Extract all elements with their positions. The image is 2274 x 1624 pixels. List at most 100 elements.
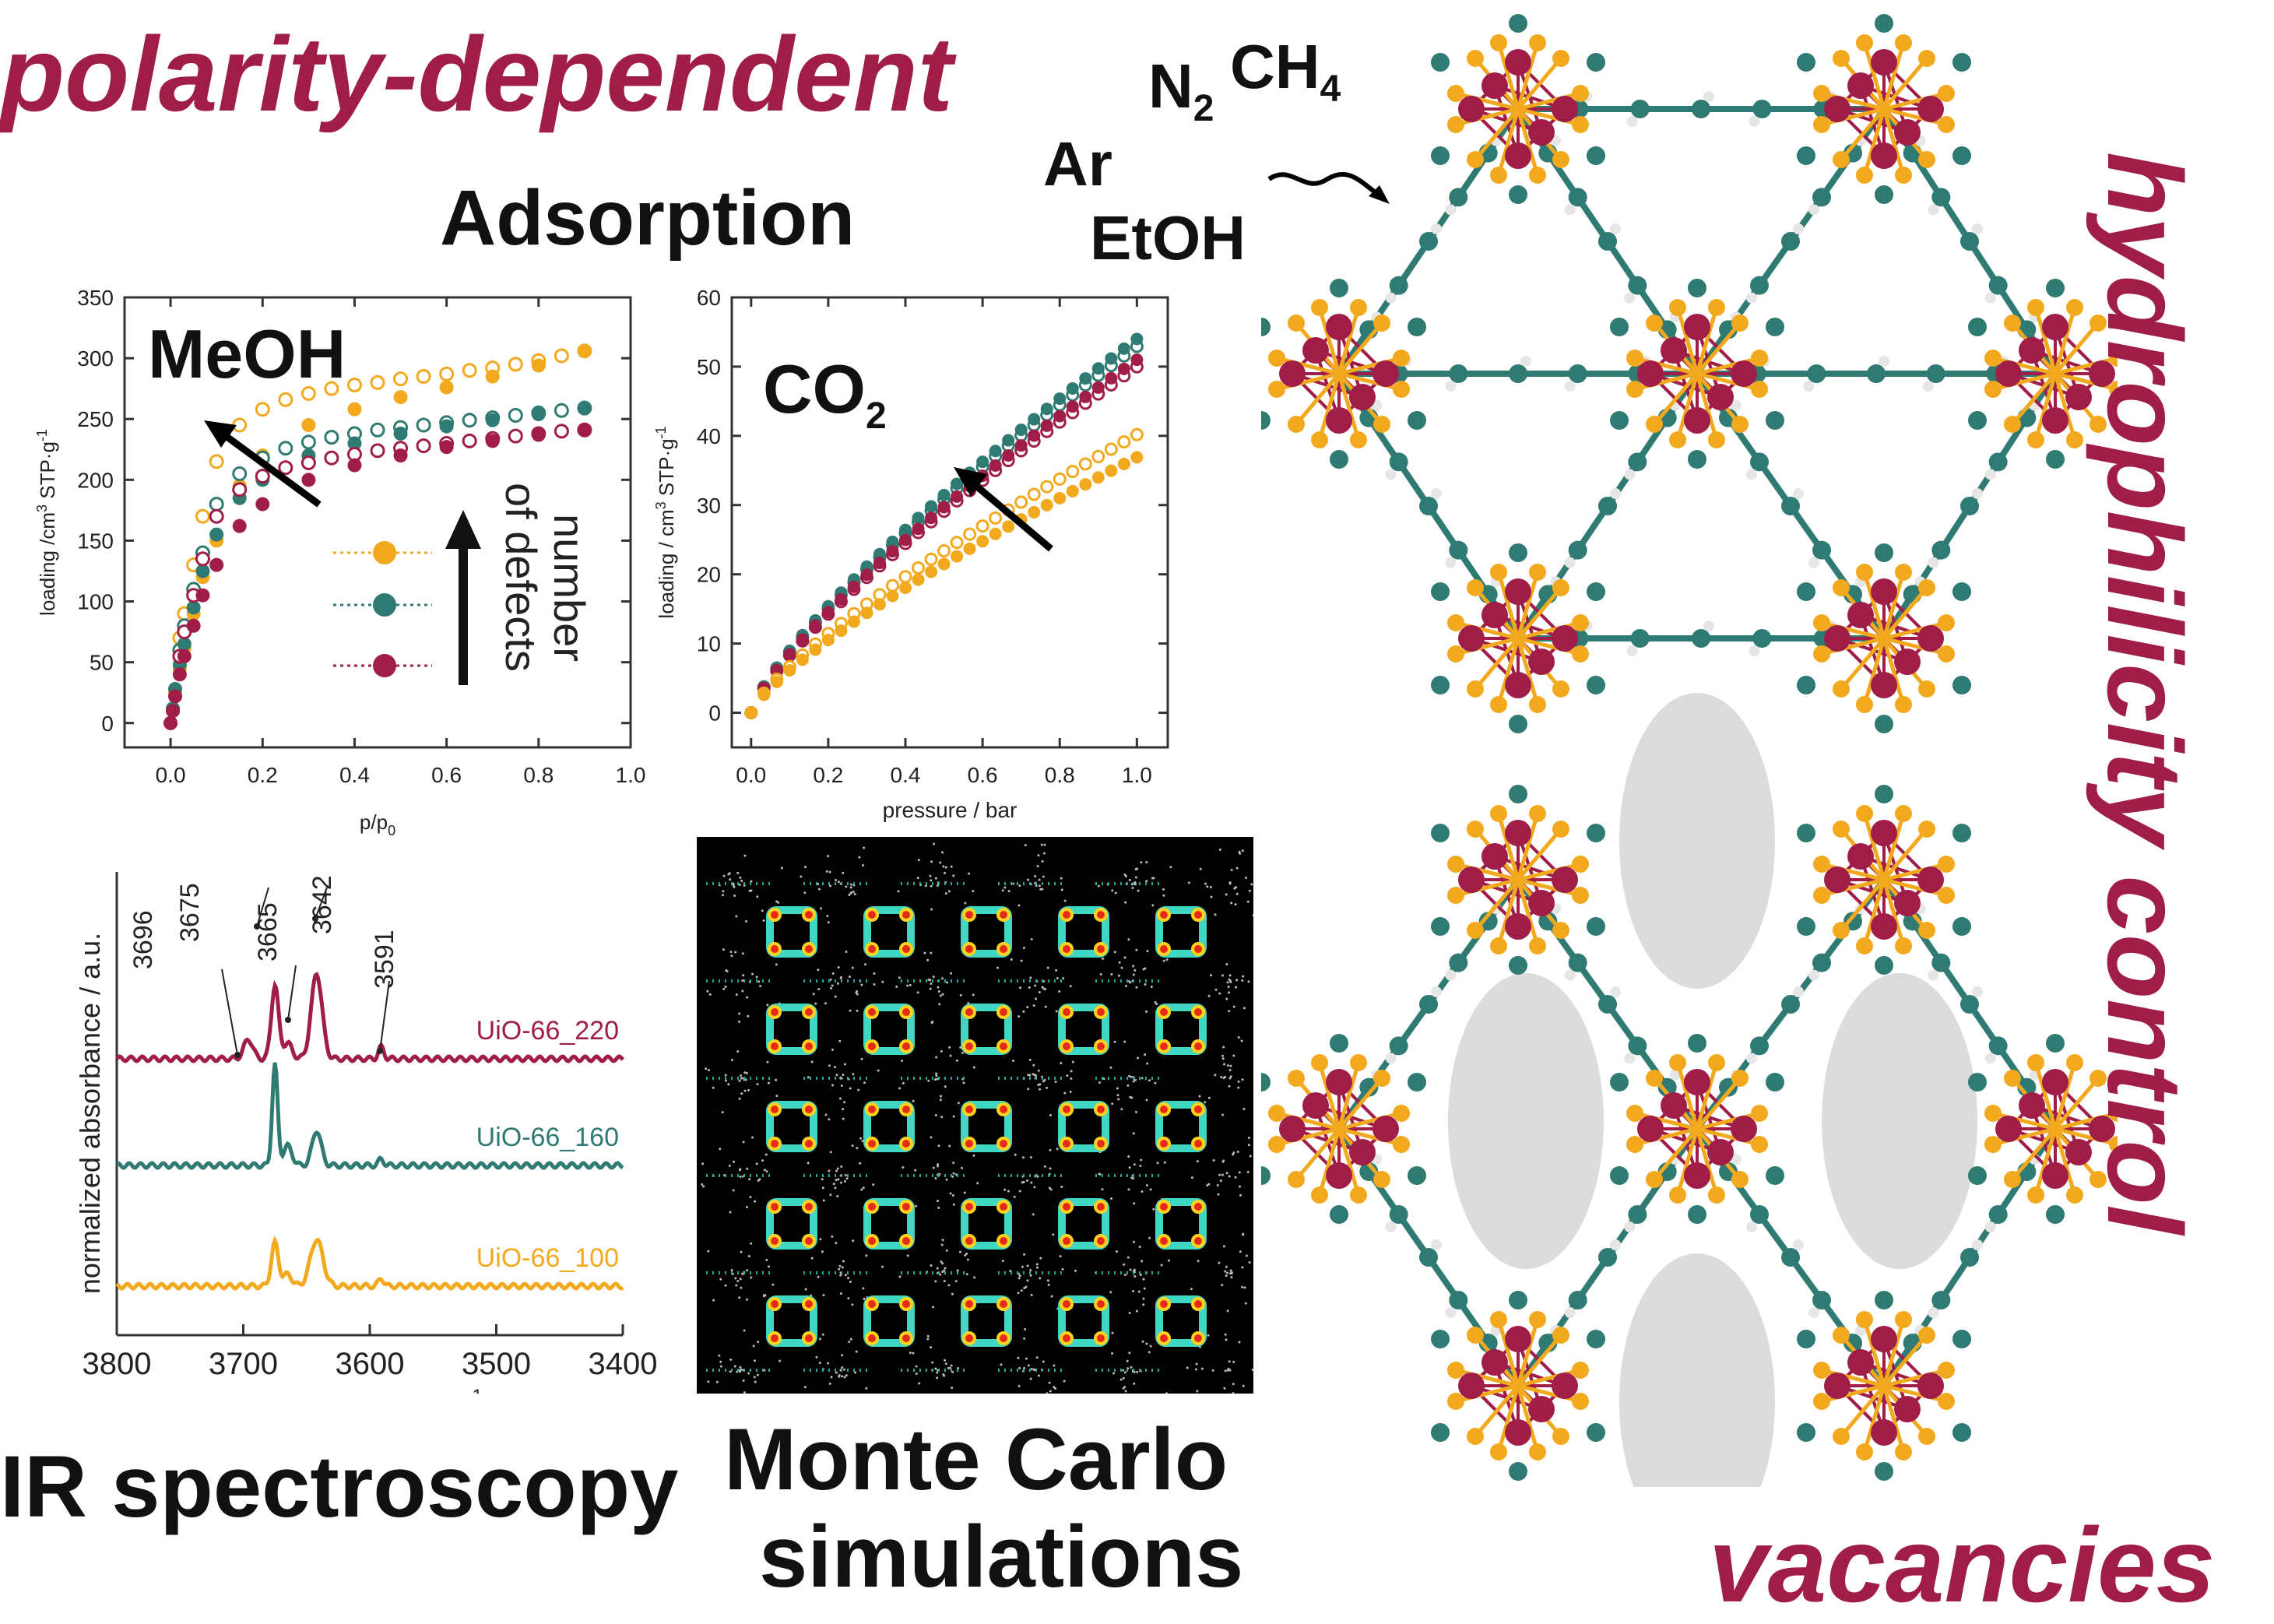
density-speck xyxy=(940,1098,942,1101)
density-speck xyxy=(852,967,854,969)
density-speck xyxy=(1236,867,1239,870)
density-speck xyxy=(747,1089,750,1091)
zirconium-atom xyxy=(1824,625,1850,652)
adsorption-point xyxy=(912,511,925,524)
zirconium-atom xyxy=(1707,1139,1734,1165)
density-speck xyxy=(734,1277,736,1279)
carbon-atom xyxy=(1797,1330,1815,1348)
hydrogen-atom xyxy=(1703,91,1714,102)
density-peak xyxy=(1194,1140,1202,1148)
density-speck xyxy=(1062,1268,1064,1271)
hydrogen-atom xyxy=(1386,469,1397,480)
density-peak xyxy=(1063,1008,1070,1016)
carbon-atom xyxy=(1408,1073,1426,1091)
density-speck xyxy=(750,1276,752,1278)
density-speck xyxy=(716,1381,719,1383)
density-speck xyxy=(1235,986,1237,989)
density-speck xyxy=(838,1268,840,1271)
hydrogen-atom xyxy=(1972,488,1983,499)
density-peak xyxy=(1160,1042,1168,1050)
oxygen-atom xyxy=(1490,696,1507,713)
density-speck xyxy=(840,1165,842,1168)
density-speck xyxy=(1026,1179,1028,1182)
density-speck xyxy=(1197,1160,1199,1162)
density-speck xyxy=(1116,1087,1119,1089)
y-axis-label-text: loading / cm xyxy=(655,509,678,618)
density-speck xyxy=(1114,951,1116,953)
density-peak xyxy=(868,1008,876,1016)
density-speck xyxy=(707,1380,709,1383)
density-speck xyxy=(1027,1088,1029,1090)
oxygen-atom xyxy=(1447,1393,1464,1410)
density-speck xyxy=(841,1366,843,1369)
density-speck xyxy=(926,1338,929,1341)
density-speck xyxy=(1227,1369,1229,1372)
hydrogen-atom xyxy=(1610,986,1621,997)
density-speck xyxy=(961,1052,964,1054)
density-speck xyxy=(849,1281,852,1283)
adsorption-point xyxy=(989,445,1002,457)
peak-label: 3591 xyxy=(370,930,399,989)
density-speck xyxy=(1136,986,1138,989)
zirconium-atom xyxy=(1661,337,1687,364)
density-speck xyxy=(951,1365,953,1367)
density-speck xyxy=(751,1137,754,1139)
density-speck xyxy=(930,952,932,954)
density-speck xyxy=(740,1251,742,1253)
density-speck xyxy=(805,1288,807,1291)
vacancy-oval xyxy=(1822,973,1977,1269)
density-peak xyxy=(902,1334,910,1342)
adsorption-point xyxy=(173,667,187,681)
density-speck xyxy=(1225,1266,1228,1268)
oxygen-atom xyxy=(1447,85,1464,102)
density-speck xyxy=(729,1211,732,1213)
density-speck xyxy=(1012,1060,1014,1062)
density-speck xyxy=(836,1195,838,1197)
density-speck xyxy=(1218,1262,1220,1264)
density-speck xyxy=(1186,1366,1189,1369)
adsorption-point xyxy=(822,634,835,646)
density-speck xyxy=(937,986,940,989)
density-speck xyxy=(756,975,758,978)
density-speck xyxy=(1137,890,1140,892)
density-speck xyxy=(722,988,725,990)
density-speck xyxy=(1152,1208,1155,1211)
zirconium-atom xyxy=(1847,1349,1874,1376)
density-speck xyxy=(1130,1269,1132,1271)
oxygen-atom xyxy=(1813,645,1830,663)
zirconium-atom xyxy=(1505,913,1531,940)
adsorption-point xyxy=(822,606,835,618)
density-speck xyxy=(941,1244,944,1246)
density-speck xyxy=(859,1137,862,1140)
oxygen-atom xyxy=(1393,1136,1410,1153)
y-tick-label: 150 xyxy=(77,529,114,553)
density-speck xyxy=(941,1271,944,1273)
density-speck xyxy=(996,967,999,969)
oxygen-atom xyxy=(1529,696,1546,713)
linker-carbon xyxy=(1449,1291,1467,1309)
density-speck xyxy=(1168,1260,1170,1262)
oxygen-atom xyxy=(1529,34,1546,51)
carbon-atom xyxy=(1509,956,1527,975)
density-speck xyxy=(1196,1363,1198,1366)
density-speck xyxy=(1247,1171,1249,1173)
oxygen-atom xyxy=(2027,1186,2044,1204)
density-speck xyxy=(932,1306,934,1308)
density-speck xyxy=(1224,1271,1226,1273)
density-speck xyxy=(930,885,933,888)
density-speck xyxy=(817,988,820,990)
density-speck xyxy=(931,1021,933,1024)
density-peak xyxy=(771,1237,779,1245)
linker-carbon xyxy=(1631,629,1650,648)
density-speck xyxy=(839,1274,842,1277)
density-speck xyxy=(842,1118,845,1120)
oxygen-atom xyxy=(2066,299,2083,316)
density-speck xyxy=(701,1183,703,1186)
density-speck xyxy=(1127,1084,1130,1087)
density-speck xyxy=(747,1373,750,1375)
oxygen-atom xyxy=(1373,315,1390,332)
density-speck xyxy=(1070,985,1072,987)
zirconium-atom xyxy=(1458,625,1485,652)
zirconium-atom xyxy=(1372,1116,1399,1142)
